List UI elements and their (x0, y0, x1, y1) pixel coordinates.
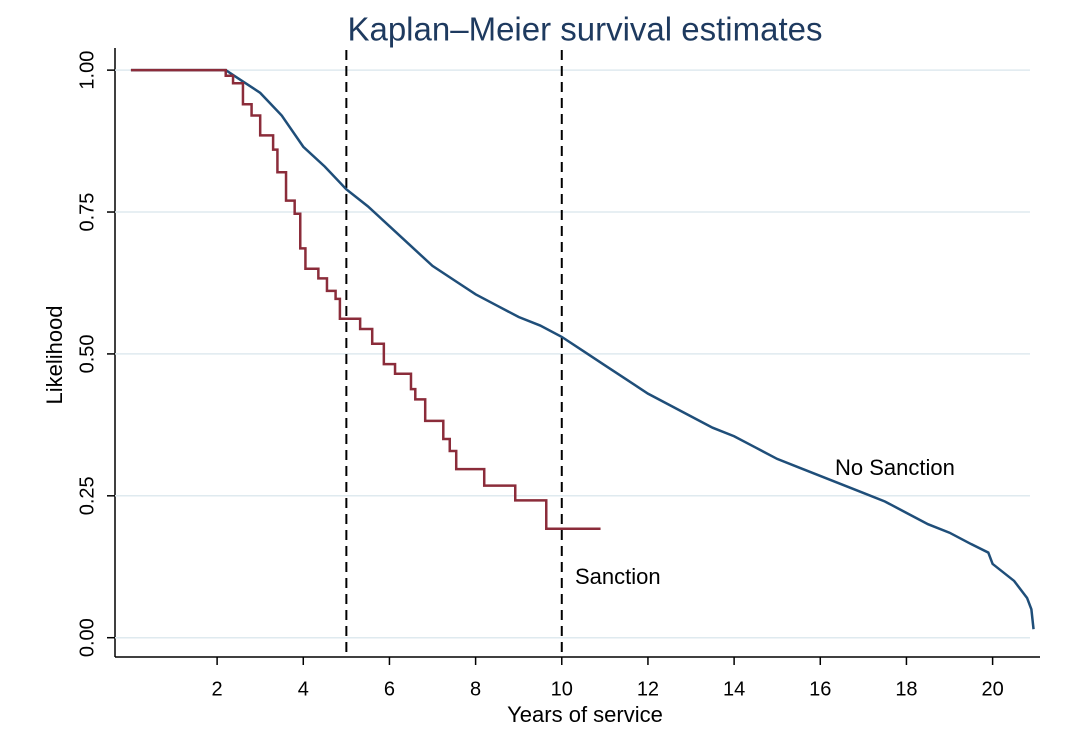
x-tick-label: 8 (470, 678, 481, 700)
y-axis-label: Likelihood (42, 305, 67, 404)
survival-curve (130, 68, 1035, 630)
y-tick-label: 1.00 (76, 51, 98, 90)
x-tick-label: 4 (298, 678, 309, 700)
x-tick-label: 12 (637, 678, 659, 700)
series-label: Sanction (575, 564, 661, 589)
chart-title: Kaplan–Meier survival estimates (347, 11, 822, 48)
x-tick-label: 18 (895, 678, 917, 700)
x-tick-label: 2 (212, 678, 223, 700)
survival-curve (130, 68, 601, 530)
x-axis-label: Years of service (507, 702, 663, 727)
series-label: No Sanction (835, 455, 955, 480)
x-tick-label: 14 (723, 678, 745, 700)
x-tick-label: 20 (981, 678, 1003, 700)
x-tick-label: 16 (809, 678, 831, 700)
x-tick-label: 6 (384, 678, 395, 700)
y-tick-label: 0.50 (76, 334, 98, 373)
y-tick-label: 0.00 (76, 618, 98, 657)
y-tick-label: 0.25 (76, 476, 98, 515)
y-tick-label: 0.75 (76, 193, 98, 232)
x-tick-label: 10 (551, 678, 573, 700)
